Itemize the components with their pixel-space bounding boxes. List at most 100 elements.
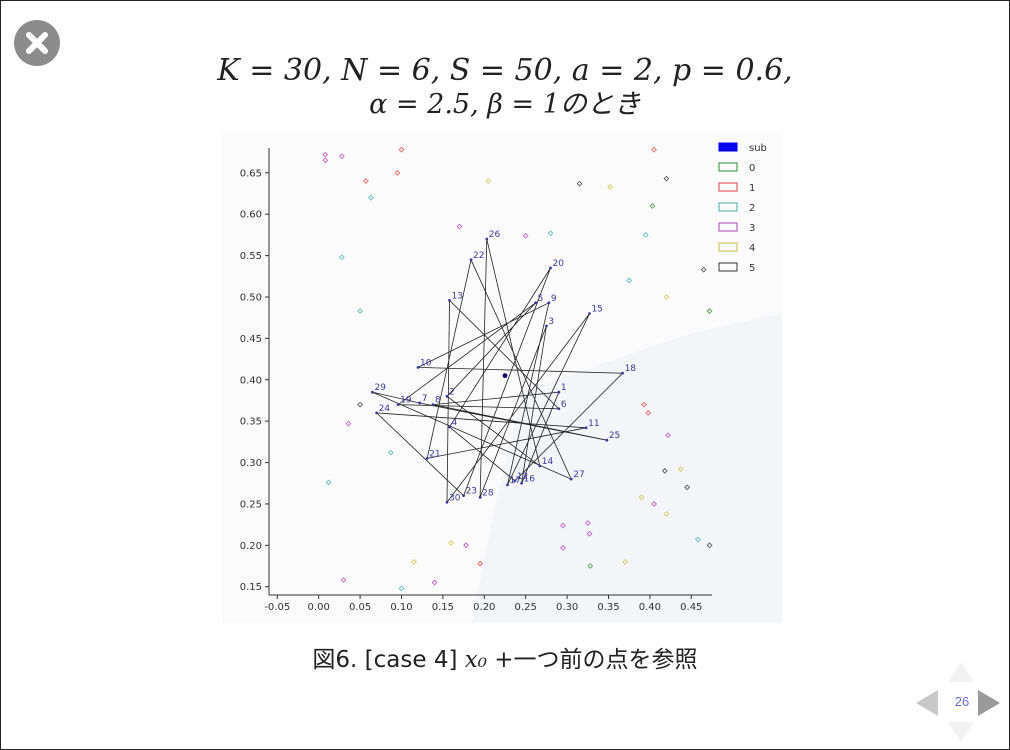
y-tick-label: 0.60 [240,210,262,221]
path-point [506,483,509,487]
background-point [651,146,657,153]
x-tick-label: 0.40 [639,602,661,613]
background-point [665,432,672,439]
background-point [706,542,713,549]
path-point [584,426,588,430]
slide-title-line2: α = 2.5, β = 1のとき [369,89,641,120]
background-point [663,175,670,182]
background-point [431,579,438,586]
background-point [485,178,492,185]
background-point [661,467,668,474]
background-point [345,420,352,427]
plot-wash [472,313,782,623]
background-point [700,266,707,273]
background-point [357,308,363,314]
path-point [605,438,609,442]
point-label: 20 [553,259,565,269]
legend-swatch [718,142,738,152]
background-point [322,151,329,158]
path-point [462,494,465,498]
path-point [448,425,451,429]
background-point [387,449,394,456]
background-point [325,479,332,486]
nav-up-button[interactable] [948,662,974,688]
point-label: 7 [422,394,428,404]
path-point [544,324,548,328]
background-point [456,223,463,230]
path-point [396,403,400,407]
legend-label: 4 [749,243,755,254]
y-tick-label: 0.65 [240,168,262,179]
point-label: 23 [466,487,477,497]
background-point [641,401,648,408]
x-tick-label: 0.35 [597,602,619,613]
point-label: 13 [452,291,463,301]
point-label: 4 [452,418,458,428]
path-point [485,237,489,241]
background-point [576,180,583,187]
point-label: 25 [609,431,620,441]
x-tick-label: 0.25 [515,602,537,613]
point-label: 29 [375,383,387,393]
point-label: 21 [429,449,440,459]
path-point [478,495,482,499]
point-label: 24 [379,404,391,414]
background-point [522,232,529,239]
background-point [706,308,713,314]
page-number: 26 [954,694,970,709]
nav-prev-button[interactable] [916,690,940,720]
legend-label: 1 [749,183,755,194]
caption-prefix: 図6. [case 4] [312,647,465,673]
background-point [322,157,329,164]
background-point [338,254,345,261]
background-point [651,501,657,507]
path-point [416,365,420,369]
close-button[interactable] [14,20,60,66]
y-tick-label: 0.20 [240,541,262,552]
path-point [445,394,449,398]
path-point [520,481,523,485]
point-label: 6 [561,400,567,410]
path-point [588,312,591,315]
path-point [549,266,552,270]
path-point [557,390,561,394]
path-point [513,479,517,483]
point-label: 8 [435,396,441,406]
y-tick-label: 0.35 [240,417,262,428]
nav-down-button[interactable] [948,722,974,748]
path-point [448,298,451,302]
point-label: 10 [420,358,432,368]
legend-swatch [718,242,738,252]
background-point [560,522,566,529]
background-point [398,146,405,153]
legend-swatch [718,162,738,172]
background-point [448,539,455,546]
point-label: 27 [573,470,584,480]
arrow-down-icon [948,722,974,742]
path-point [557,407,561,411]
close-icon [26,32,48,54]
background-point [663,510,670,517]
background-point [477,560,484,567]
background-point [584,520,591,526]
arrow-right-icon [978,690,1000,716]
path-point [569,477,573,481]
path-point [375,411,379,415]
background-point [587,563,594,569]
y-tick-label: 0.50 [240,293,262,304]
x-tick-label: -0.05 [264,602,290,613]
y-tick-label: 0.25 [240,499,262,510]
point-label: 15 [591,305,602,315]
scatter-figure: -0.05 0.00 0.05 0.10 0.15 0.20 0.25 0.30 0.35 0.4… [222,133,782,623]
x-tick-label: 0.10 [390,602,412,613]
point-label: 14 [542,457,554,467]
nav-next-button[interactable] [978,690,1002,720]
legend-label: 0 [749,163,755,174]
point-label: 30 [449,493,461,503]
figure-caption: 図6. [case 4] x₀ +一つ前の点を参照 [0,640,1010,674]
path-point [621,371,624,375]
x-tick-label: 0.45 [680,602,702,613]
background-point [362,178,369,185]
background-point [586,530,593,537]
x-tick-label: 0.30 [556,602,578,613]
